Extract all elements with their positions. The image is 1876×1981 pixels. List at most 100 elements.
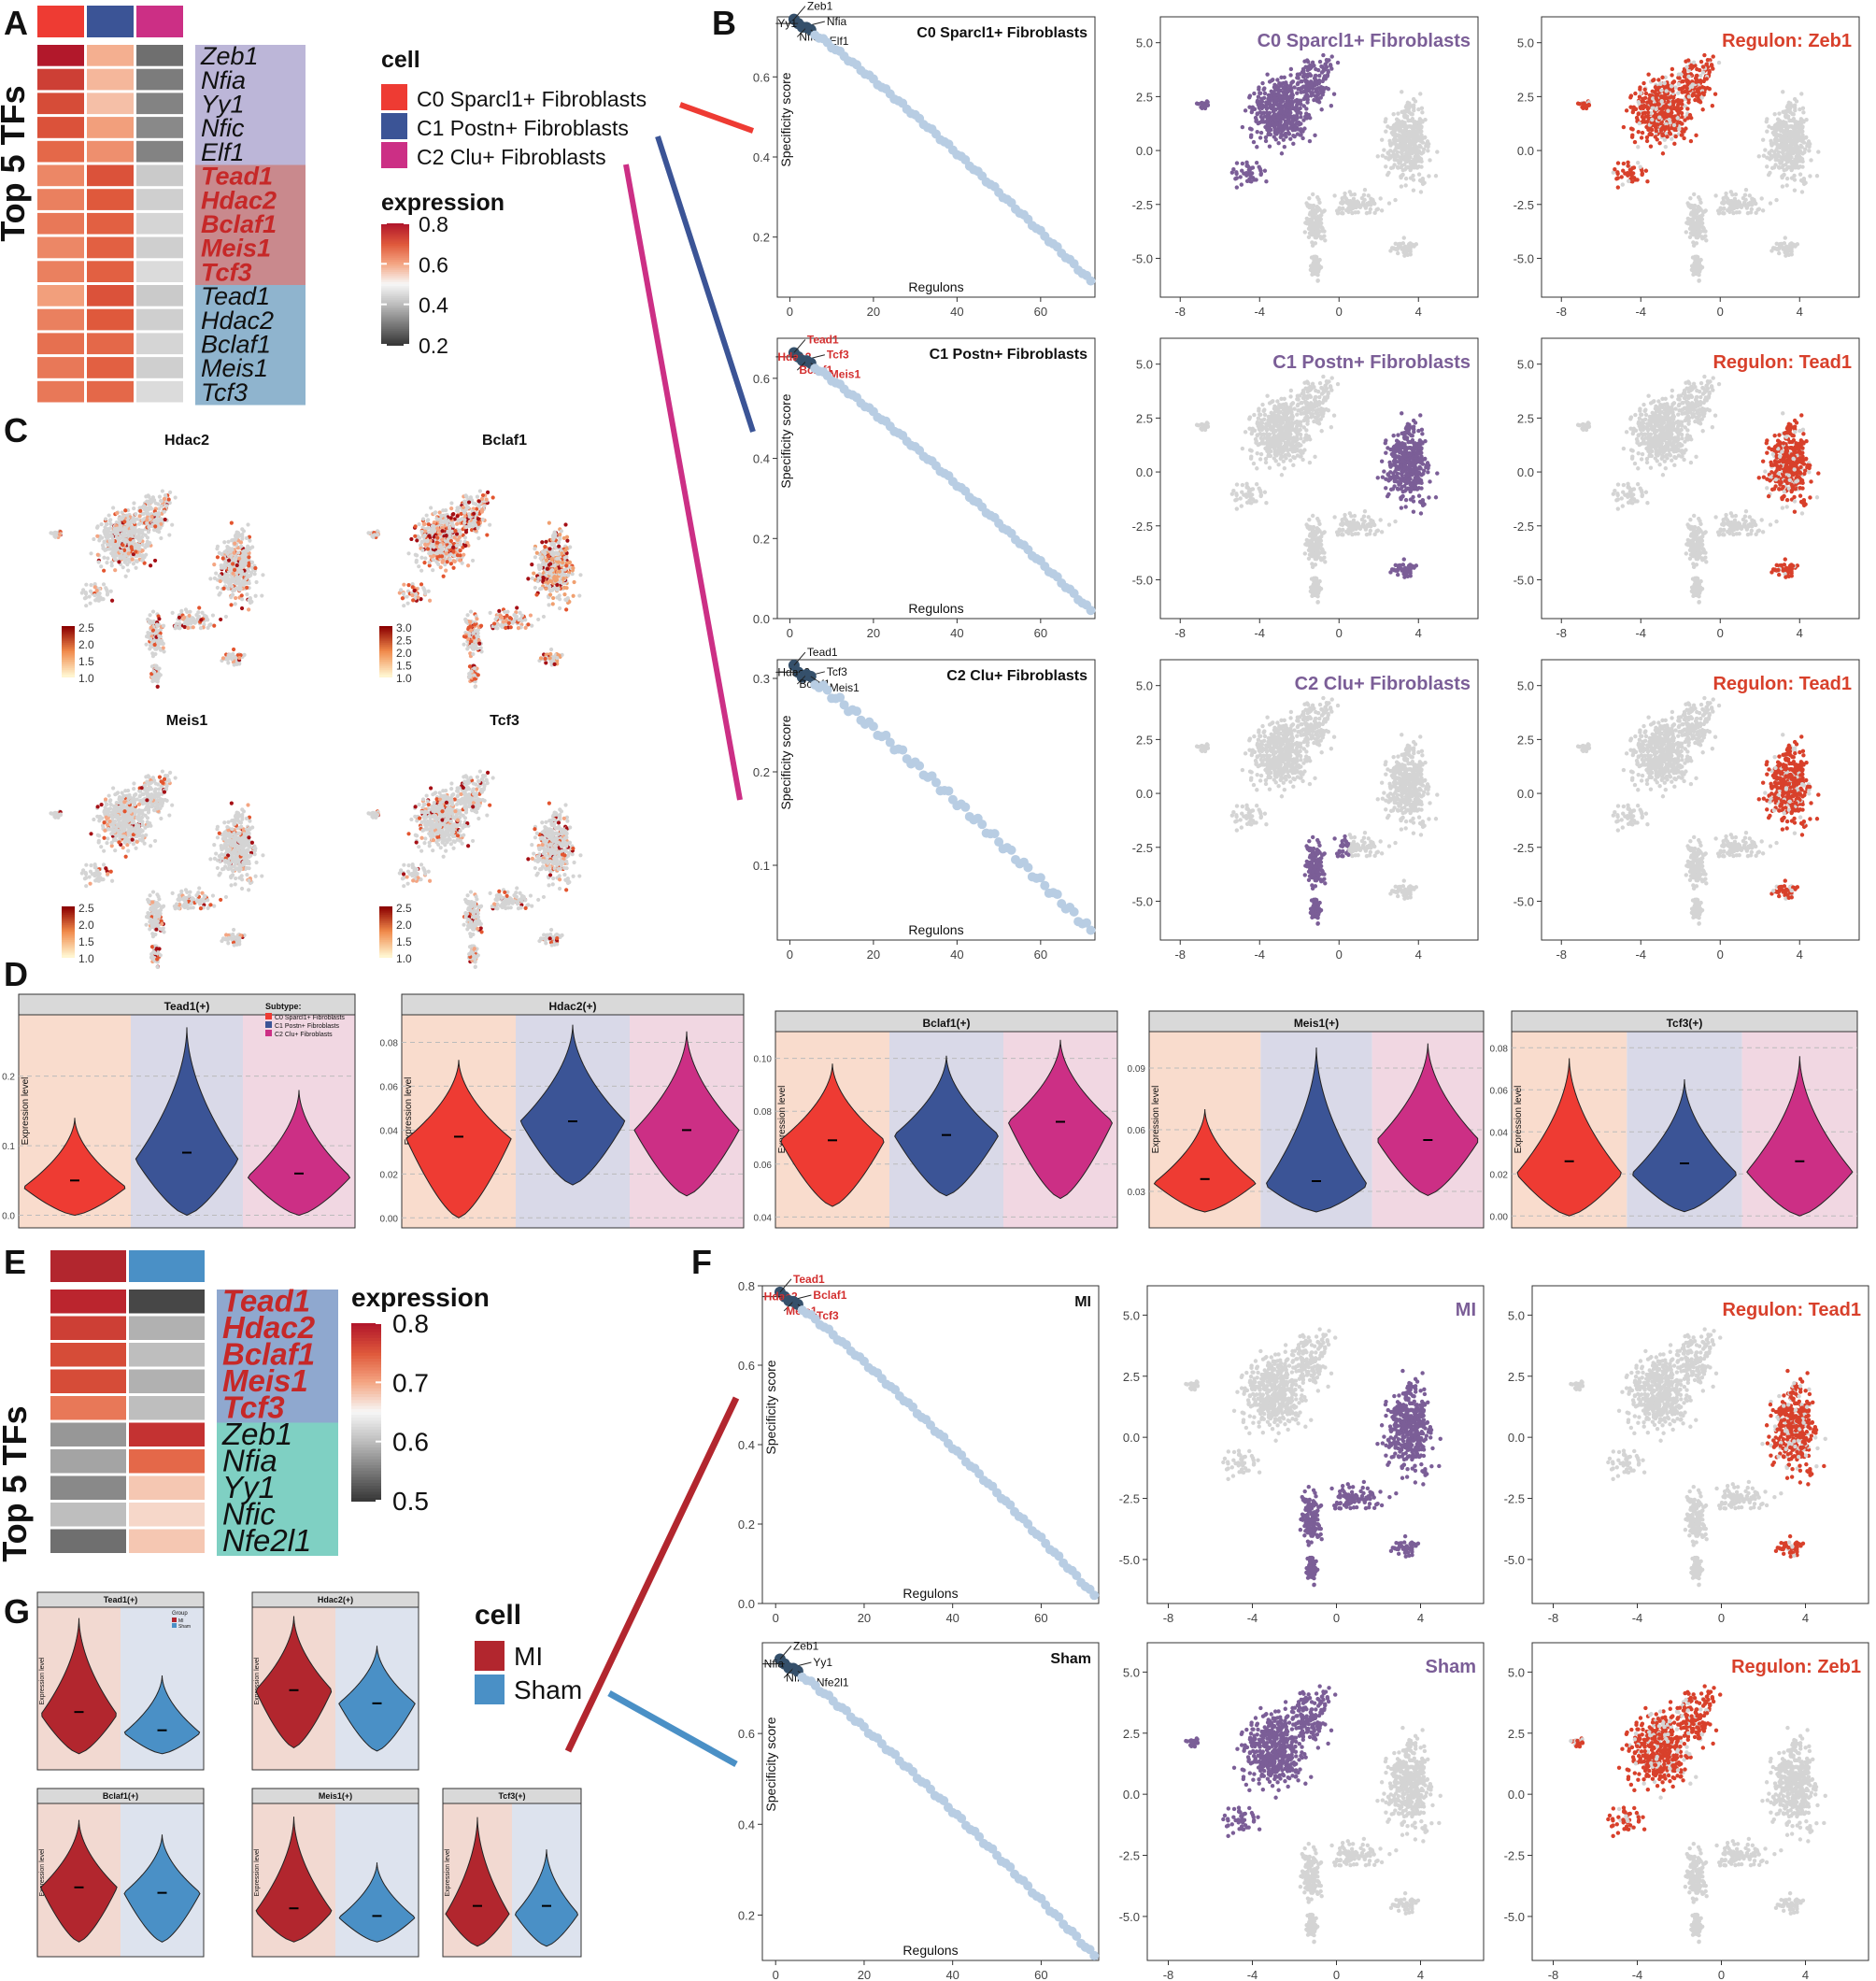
heatmap-cell — [37, 357, 84, 378]
annotation-c2-clu-fibroblasts — [136, 6, 183, 37]
umap-dot — [1403, 144, 1407, 148]
umap-dot — [1378, 196, 1382, 200]
umap-dot — [1283, 145, 1286, 149]
umap-dot — [1410, 135, 1414, 139]
umap-dot — [1656, 102, 1660, 106]
umap-dot — [1698, 395, 1702, 399]
heatmap-cell — [50, 1530, 126, 1554]
heatmap-cell — [50, 1449, 126, 1474]
umap-dot — [1685, 201, 1689, 205]
umap-dot — [1261, 432, 1265, 435]
umap-dot — [1269, 118, 1272, 121]
spec-ylabel: Specificity score — [778, 72, 793, 166]
umap-dot — [1406, 474, 1410, 477]
umap-dot — [1305, 421, 1309, 425]
umap-dot — [1700, 92, 1704, 95]
umap-dot — [1292, 428, 1296, 432]
annotation-c1-postn-fibroblasts — [87, 6, 134, 37]
umap-dot — [1392, 445, 1396, 449]
umap-dot — [1400, 246, 1404, 249]
umap-dot — [1659, 95, 1663, 99]
umap-dot — [1396, 573, 1400, 577]
umap-dot — [1793, 108, 1797, 112]
umap-dot — [1772, 165, 1776, 169]
umap-ytick-label: 2.5 — [1136, 411, 1153, 425]
umap-dot — [1761, 530, 1765, 534]
umap-dot — [1369, 197, 1372, 201]
umap-dot — [1666, 100, 1670, 104]
umap-dot — [1622, 125, 1626, 129]
umap-xtick-label: -4 — [1254, 305, 1265, 319]
umap-dot — [1304, 522, 1308, 526]
heatmap-cell — [129, 1449, 205, 1474]
umap-dot — [1419, 129, 1423, 133]
spec-xtick-label: 20 — [867, 626, 880, 640]
umap-dot — [1406, 422, 1410, 426]
umap-dot — [1798, 493, 1802, 497]
umap-dot — [1402, 124, 1406, 128]
umap-dot — [1771, 246, 1775, 249]
umap-dot — [1656, 122, 1659, 126]
legend-cell-swatch — [381, 113, 407, 139]
heatmap-cell — [129, 1370, 205, 1394]
heatmap-cell — [136, 333, 183, 354]
umap-dot — [1800, 179, 1804, 183]
umap-dot — [1633, 92, 1637, 95]
umap-dot — [1341, 520, 1344, 524]
heatmap-cell — [50, 1503, 126, 1527]
heatmap-cell — [136, 357, 183, 378]
umap-dot — [1737, 199, 1741, 203]
umap-dot — [1320, 64, 1324, 68]
legend-expression-title: expression — [351, 1283, 490, 1312]
umap-dot — [1792, 174, 1796, 178]
umap-dot — [1360, 524, 1364, 528]
umap-dot — [1793, 510, 1797, 514]
umap-xtick-label: -4 — [1254, 626, 1265, 640]
umap-dot — [1787, 253, 1791, 257]
umap-title: Regulon: Zeb1 — [1722, 31, 1852, 51]
heatmap-cell — [37, 45, 84, 66]
umap-dot — [1340, 211, 1343, 215]
umap-dot — [1800, 190, 1804, 193]
colorbar-tick-label: 0.2 — [419, 334, 448, 358]
umap-dot — [1264, 135, 1268, 139]
umap-dot — [1400, 441, 1404, 445]
heatmap-cell — [87, 93, 134, 114]
umap-dot — [1305, 75, 1309, 78]
umap-dot — [1403, 183, 1407, 187]
umap-dot — [1304, 107, 1308, 110]
spec-xtick-label: 40 — [950, 305, 963, 319]
umap-dot — [1336, 382, 1340, 386]
umap-dot — [1696, 258, 1699, 262]
umap-dot — [1697, 226, 1700, 230]
umap-dot — [1576, 102, 1580, 106]
umap-dot — [1783, 149, 1786, 152]
heatmap-cell — [87, 117, 134, 138]
umap-frame — [1160, 338, 1478, 619]
heatmap-cell — [129, 1423, 205, 1447]
umap-dot — [1337, 528, 1341, 532]
umap-dot — [1365, 533, 1369, 536]
umap-dot — [1280, 473, 1284, 477]
umap-dot — [1417, 172, 1421, 176]
umap-dot — [1412, 424, 1415, 428]
umap-ytick-label: -5.0 — [1514, 573, 1534, 587]
umap-dot — [1302, 72, 1306, 76]
umap-dot — [1244, 164, 1248, 167]
umap-dot — [1654, 107, 1657, 111]
umap-ytick-label: -5.0 — [1514, 251, 1534, 265]
heatmap-cell — [129, 1343, 205, 1367]
umap-dot — [1776, 247, 1780, 250]
umap-dot — [1411, 438, 1414, 442]
umap-dot — [1633, 462, 1637, 465]
umap-dot — [1330, 54, 1334, 58]
umap-dot — [1395, 118, 1399, 121]
umap-dot — [1332, 414, 1336, 418]
umap-dot — [1372, 533, 1376, 536]
umap-dot — [1316, 552, 1320, 556]
umap-dot — [1651, 90, 1655, 93]
umap-dot — [1420, 432, 1424, 435]
umap-dot — [1395, 247, 1399, 250]
umap-dot — [1400, 506, 1403, 509]
umap-dot — [1387, 475, 1391, 478]
